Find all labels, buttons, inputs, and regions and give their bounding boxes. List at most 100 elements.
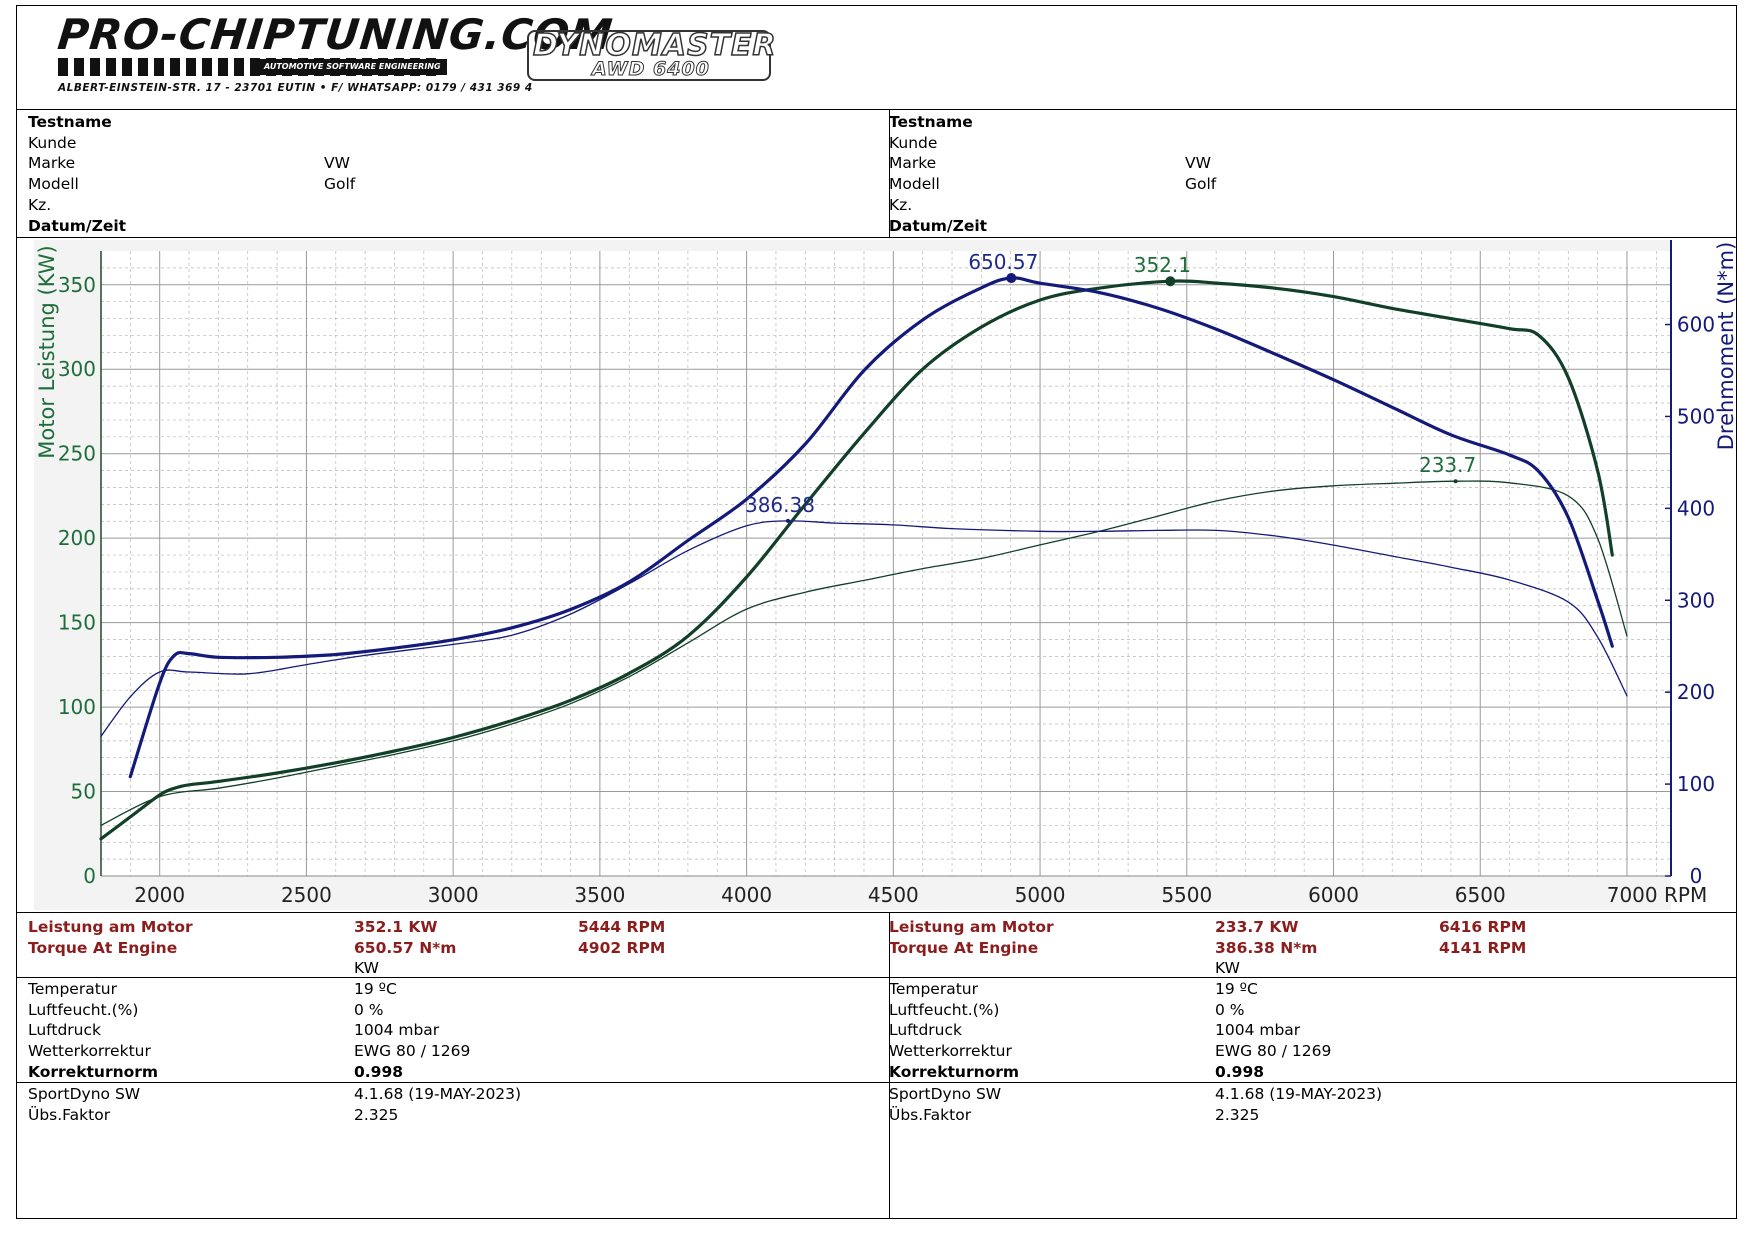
software-value: 4.1.68 (19-MAY-2023) <box>354 1085 522 1103</box>
series-power-run2 <box>100 480 1628 826</box>
y-right-axis-label: Drehmoment (N*m) <box>1714 242 1738 451</box>
y-left-axis-ticks: 0 50 100 150 200 250 300 350 <box>58 273 96 888</box>
y-right-tick-label: 200 <box>1677 680 1715 704</box>
peak-label-power: 233.7 <box>1419 453 1476 477</box>
dynomaster-model: AWD 6400 <box>592 58 710 81</box>
result-rpm: 6416 RPM <box>1439 918 1527 936</box>
result-rpm: 4141 RPM <box>1439 938 1527 957</box>
results-column-divider <box>889 912 890 1218</box>
peak-label-torque: 386.38 <box>745 493 815 517</box>
info-right-values: VW Golf <box>1185 112 1216 236</box>
y-right-tick-label: 100 <box>1677 772 1715 796</box>
results-right-rpm: 6416 RPM 4141 RPM <box>1439 917 1526 958</box>
info-label: Kunde <box>889 133 938 152</box>
peak-marker-torque <box>1006 273 1017 284</box>
condition-label: Luftfeucht.(%) <box>28 1000 139 1019</box>
info-value: VW <box>324 154 350 173</box>
results-divider <box>16 977 1737 978</box>
conditions-left-values: 19 ºC 0 % 1004 mbar EWG 80 / 1269 0.998 <box>354 979 470 1083</box>
info-value: Golf <box>1185 175 1217 194</box>
series-torque-run1 <box>128 276 1614 779</box>
x-axis-ticks: 2000 2500 3000 3500 4000 4500 5000 5500 6000 6500… <box>134 883 1707 907</box>
result-value: 650.57 N*m <box>354 938 457 957</box>
condition-value: EWG 80 / 1269 <box>354 1042 471 1061</box>
plot-area <box>101 251 1671 876</box>
software-value: 2.325 <box>354 1105 399 1124</box>
results-left-values: 352.1 KW 650.57 N*m <box>354 917 456 958</box>
condition-value: EWG 80 / 1269 <box>1215 1042 1332 1061</box>
software-label: Übs.Faktor <box>889 1105 972 1124</box>
y-right-tick-label: 600 <box>1677 313 1715 337</box>
conditions-right-values: 19 ºC 0 % 1004 mbar EWG 80 / 1269 0.998 <box>1215 979 1331 1083</box>
software-label: SportDyno SW <box>889 1085 1002 1103</box>
info-left-labels: Testname Kunde Marke Modell Kz. Datum/Ze… <box>28 112 126 236</box>
result-label: Leistung am Motor <box>889 918 1054 936</box>
grid-minor <box>101 251 1671 876</box>
condition-label: Wetterkorrektur <box>889 1042 1012 1061</box>
software-right-values: 4.1.68 (19-MAY-2023) 2.325 <box>1215 1084 1382 1125</box>
results-left-labels: Leistung am Motor Torque At Engine <box>28 917 193 958</box>
info-left-values: VW Golf <box>324 112 355 236</box>
info-label: Modell <box>889 175 940 194</box>
software-right-labels: SportDyno SW Übs.Faktor <box>889 1084 1001 1125</box>
results-right-values: 233.7 KW 386.38 N*m <box>1215 917 1317 958</box>
results-right-unit: KW <box>1215 959 1240 977</box>
result-label: Torque At Engine <box>889 938 1039 957</box>
condition-label: Luftfeucht.(%) <box>889 1000 1000 1019</box>
info-label: Testname <box>28 113 112 131</box>
software-label: Übs.Faktor <box>28 1105 111 1124</box>
x-tick-label: 6500 <box>1455 883 1506 907</box>
condition-value: 0.998 <box>354 1062 404 1081</box>
y-right-tick-label: 300 <box>1677 588 1715 612</box>
info-label: Marke <box>28 154 76 173</box>
result-value: 233.7 KW <box>1215 918 1299 936</box>
info-label: Kz. <box>889 195 913 214</box>
info-value: Golf <box>324 175 356 194</box>
chart-bottom-divider <box>16 912 1737 913</box>
info-label: Datum/Zeit <box>889 216 988 235</box>
software-label: SportDyno SW <box>28 1085 141 1103</box>
result-label: Leistung am Motor <box>28 918 193 936</box>
y-right-tick-label: 0 <box>1690 864 1703 888</box>
info-label: Kz. <box>28 195 52 214</box>
dynomaster-logo: DYNOMASTER <box>532 27 777 64</box>
company-address: ALBERT-EINSTEIN-STR. 17 - 23701 EUTIN • … <box>58 82 533 94</box>
software-value: 2.325 <box>1215 1105 1260 1124</box>
y-left-tick-label: 250 <box>58 442 96 466</box>
x-tick-label: 2000 <box>134 883 185 907</box>
result-label: Torque At Engine <box>28 938 178 957</box>
result-value: 386.38 N*m <box>1215 938 1318 957</box>
y-left-tick-label: 150 <box>58 611 96 635</box>
x-tick-label: 4000 <box>721 883 772 907</box>
y-right-tick-label: 500 <box>1677 404 1715 428</box>
annotation-layer: 650.57 352.1 386.38 233.7 <box>745 250 1476 523</box>
condition-value: 1004 mbar <box>1215 1021 1301 1040</box>
results-left-rpm: 5444 RPM 4902 RPM <box>578 917 665 958</box>
x-tick-label: 4500 <box>868 883 919 907</box>
conditions-right-labels: Temperatur Luftfeucht.(%) Luftdruck Wett… <box>889 979 1019 1083</box>
result-value: 352.1 KW <box>354 918 438 936</box>
y-left-tick-label: 200 <box>58 526 96 550</box>
peak-dot-power <box>1453 479 1458 484</box>
report-sheet <box>16 5 1737 1219</box>
condition-label: Korrekturnorm <box>28 1062 159 1081</box>
results-left-unit: KW <box>354 959 379 977</box>
series-layer <box>99 276 1628 841</box>
y-left-tick-label: 50 <box>71 780 96 804</box>
y-left-tick-label: 100 <box>58 695 96 719</box>
result-rpm: 4902 RPM <box>578 938 666 957</box>
software-left-labels: SportDyno SW Übs.Faktor <box>28 1084 140 1125</box>
condition-label: Temperatur <box>889 980 978 998</box>
condition-label: Luftdruck <box>28 1021 101 1040</box>
peak-dot-torque <box>785 518 790 523</box>
series-power-run1 <box>99 279 1614 841</box>
x-tick-label: 2500 <box>281 883 332 907</box>
info-label: Marke <box>889 154 937 173</box>
info-label: Modell <box>28 175 79 194</box>
info-label: Kunde <box>28 133 77 152</box>
info-divider <box>16 237 1737 238</box>
info-right-labels: Testname Kunde Marke Modell Kz. Datum/Ze… <box>889 112 987 236</box>
software-value: 4.1.68 (19-MAY-2023) <box>1215 1085 1383 1103</box>
info-value: VW <box>1185 154 1211 173</box>
